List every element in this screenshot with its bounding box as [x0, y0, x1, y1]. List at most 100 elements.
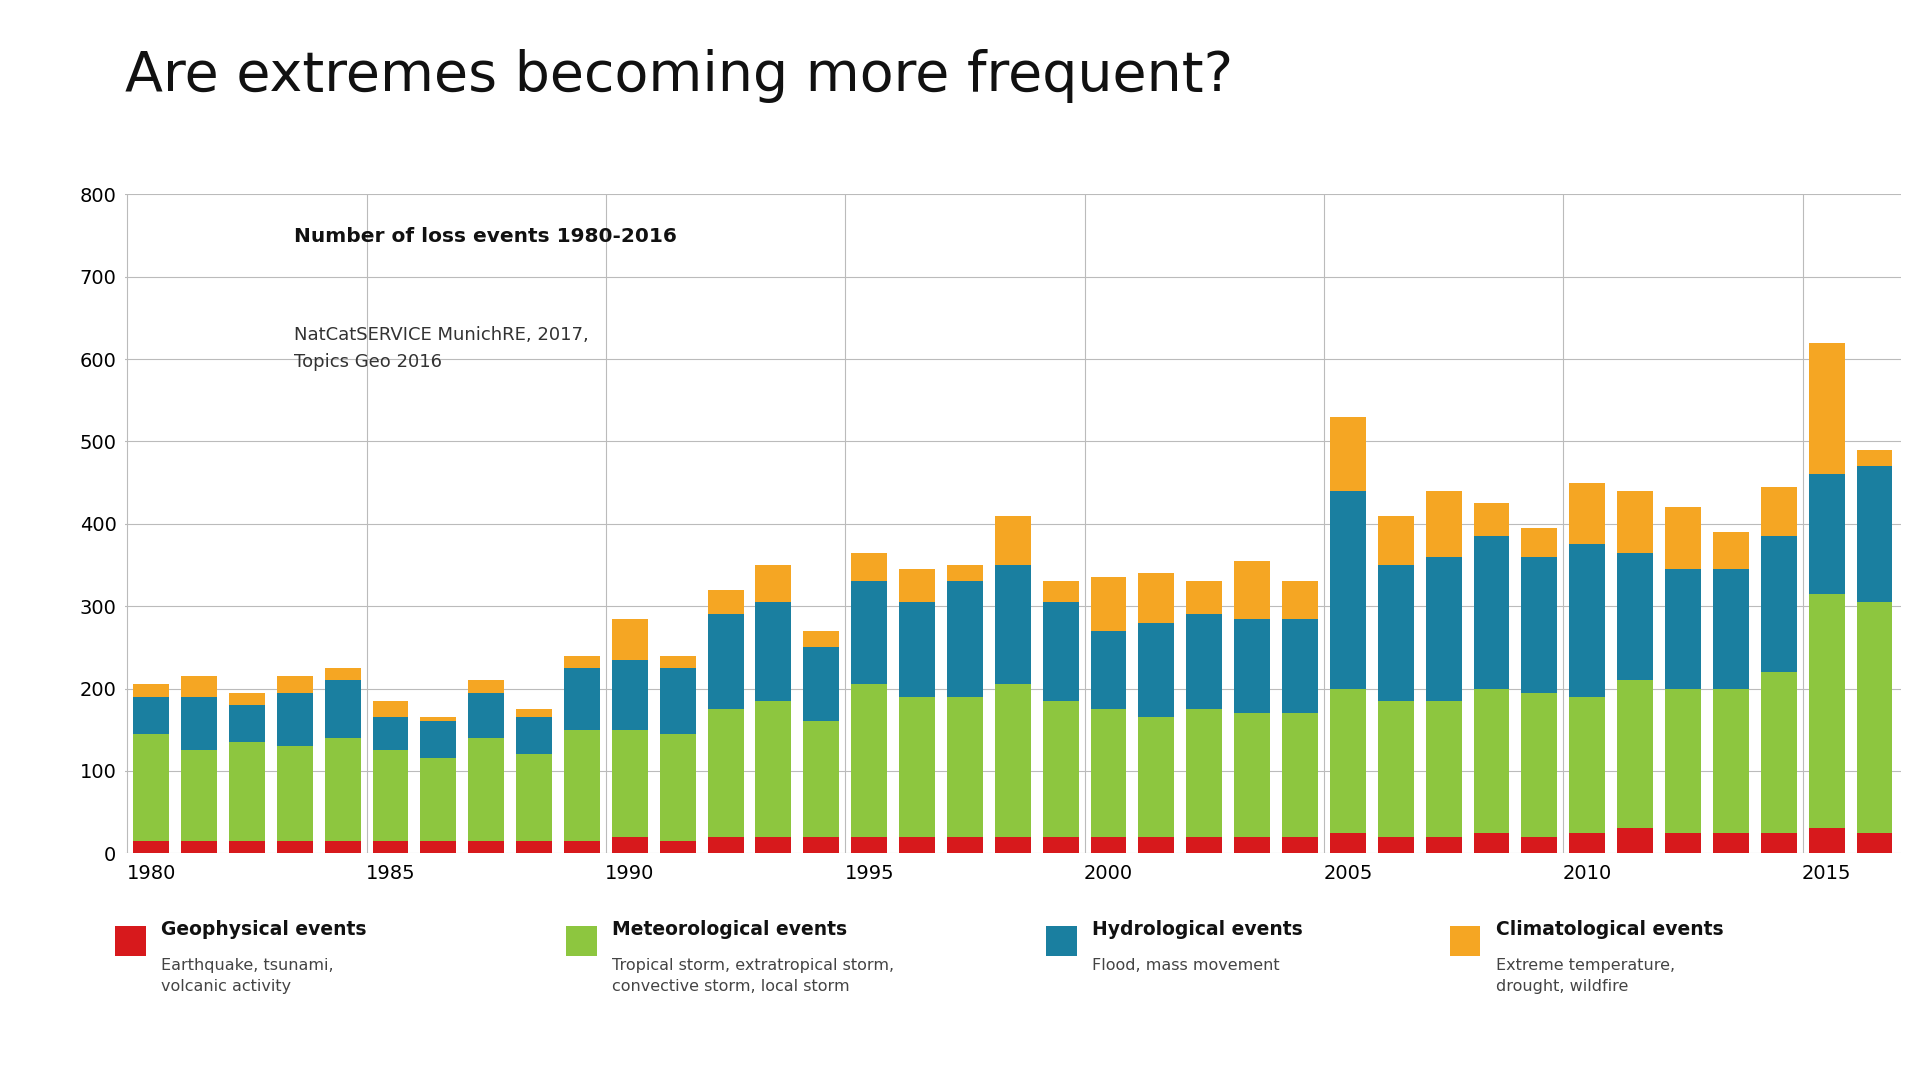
Bar: [1713, 532, 1749, 569]
Bar: [372, 751, 409, 841]
Bar: [180, 841, 217, 853]
Bar: [1569, 544, 1605, 697]
Bar: [1427, 837, 1461, 853]
Bar: [1617, 828, 1653, 853]
Bar: [899, 569, 935, 602]
Bar: [708, 615, 743, 710]
Bar: [1139, 573, 1175, 622]
Bar: [228, 692, 265, 705]
Bar: [1187, 581, 1223, 615]
Bar: [1043, 701, 1079, 837]
Bar: [132, 841, 169, 853]
Bar: [420, 758, 457, 841]
Bar: [1187, 615, 1223, 710]
Bar: [1761, 487, 1797, 536]
Bar: [947, 697, 983, 837]
Bar: [564, 841, 599, 853]
Bar: [1761, 833, 1797, 853]
Bar: [1857, 449, 1893, 467]
Bar: [1091, 578, 1127, 631]
Bar: [1139, 717, 1175, 837]
Bar: [276, 841, 313, 853]
Bar: [1521, 528, 1557, 557]
Bar: [803, 837, 839, 853]
Text: Tropical storm, extratropical storm,
convective storm, local storm: Tropical storm, extratropical storm, con…: [612, 958, 895, 994]
Bar: [468, 680, 505, 692]
Bar: [1713, 689, 1749, 833]
Bar: [132, 733, 169, 841]
Text: NatCatSERVICE MunichRE, 2017,
Topics Geo 2016: NatCatSERVICE MunichRE, 2017, Topics Geo…: [294, 326, 588, 370]
Bar: [1091, 710, 1127, 837]
Bar: [564, 656, 599, 667]
Bar: [1809, 828, 1845, 853]
Bar: [660, 733, 695, 841]
Bar: [1283, 581, 1317, 619]
Bar: [1665, 569, 1701, 689]
Bar: [1379, 837, 1413, 853]
Bar: [708, 590, 743, 615]
Bar: [1617, 553, 1653, 680]
Bar: [1283, 619, 1317, 713]
Bar: [1283, 837, 1317, 853]
Bar: [1809, 474, 1845, 594]
Bar: [564, 730, 599, 841]
Text: Flood, mass movement: Flood, mass movement: [1092, 958, 1281, 973]
Bar: [516, 710, 553, 717]
Bar: [1331, 490, 1365, 689]
Bar: [228, 841, 265, 853]
Bar: [228, 742, 265, 841]
Bar: [1761, 672, 1797, 833]
Bar: [1857, 602, 1893, 833]
Bar: [995, 565, 1031, 685]
Bar: [755, 701, 791, 837]
Bar: [276, 692, 313, 746]
Bar: [851, 685, 887, 837]
Bar: [947, 837, 983, 853]
Text: Extreme temperature,
drought, wildfire: Extreme temperature, drought, wildfire: [1496, 958, 1674, 994]
Bar: [660, 841, 695, 853]
Bar: [1665, 833, 1701, 853]
Bar: [708, 710, 743, 837]
Bar: [1569, 833, 1605, 853]
Bar: [660, 667, 695, 733]
Bar: [1043, 602, 1079, 701]
Bar: [132, 685, 169, 697]
Bar: [420, 841, 457, 853]
Bar: [1331, 833, 1365, 853]
Bar: [995, 515, 1031, 565]
Bar: [755, 565, 791, 602]
Bar: [372, 717, 409, 751]
Bar: [1043, 581, 1079, 602]
Bar: [1235, 837, 1271, 853]
Bar: [1761, 536, 1797, 672]
Bar: [1521, 837, 1557, 853]
Bar: [324, 841, 361, 853]
Bar: [132, 697, 169, 733]
Bar: [612, 730, 647, 837]
Bar: [180, 676, 217, 697]
Bar: [1235, 713, 1271, 837]
Bar: [1617, 680, 1653, 828]
Bar: [276, 676, 313, 692]
Bar: [899, 837, 935, 853]
Bar: [1187, 710, 1223, 837]
Bar: [564, 667, 599, 730]
Bar: [1043, 837, 1079, 853]
Bar: [995, 837, 1031, 853]
Bar: [1473, 503, 1509, 536]
Bar: [1091, 631, 1127, 710]
Bar: [180, 697, 217, 751]
Bar: [803, 647, 839, 721]
Bar: [372, 701, 409, 717]
Bar: [1379, 515, 1413, 565]
Bar: [899, 697, 935, 837]
Bar: [1235, 619, 1271, 713]
Bar: [1569, 483, 1605, 544]
Bar: [468, 692, 505, 738]
Text: Geophysical events: Geophysical events: [161, 919, 367, 939]
Bar: [755, 837, 791, 853]
Bar: [755, 602, 791, 701]
Bar: [1665, 689, 1701, 833]
Text: Meteorological events: Meteorological events: [612, 919, 847, 939]
Bar: [803, 631, 839, 647]
